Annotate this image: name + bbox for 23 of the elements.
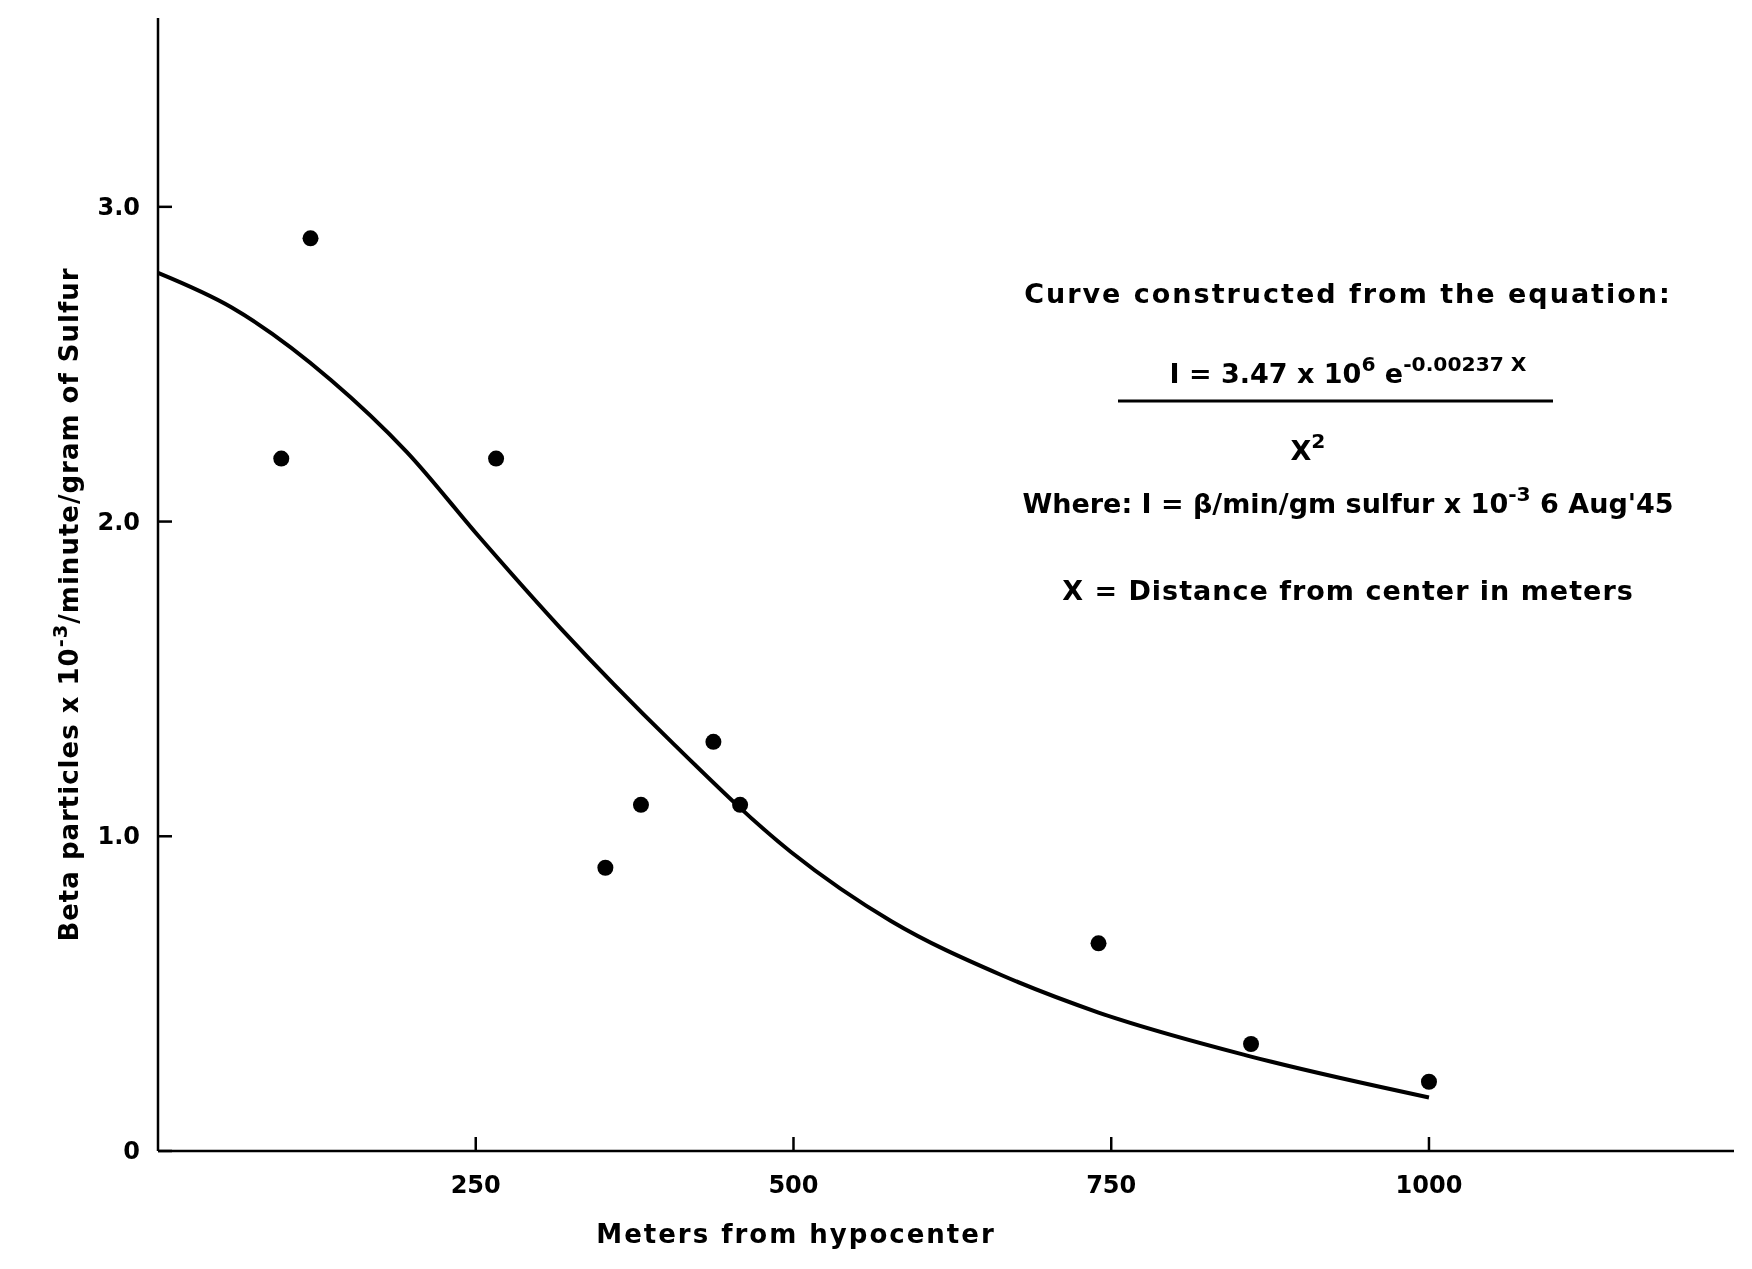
point (1243, 1035, 1260, 1052)
point (597, 859, 614, 876)
y-tick-label: 2.0 (97, 507, 140, 536)
point (632, 796, 649, 813)
x-tick-label: 750 (1086, 1171, 1137, 1199)
point (1420, 1073, 1437, 1090)
annotation: X$^{2}$ (1290, 429, 1326, 466)
x-tick-label: 500 (768, 1171, 819, 1199)
point (1090, 935, 1107, 952)
annotation: I = 3.47 x 10$^{6}$ e$^{-0.00237 X}$ (1169, 352, 1527, 389)
y-tick-label: 0 (123, 1137, 140, 1165)
point (705, 733, 722, 750)
x-axis-title: Meters from hypocenter (596, 1219, 996, 1249)
x-tick-label: 1000 (1395, 1171, 1463, 1199)
annotation: X = Distance from center in meters (1062, 575, 1634, 606)
annotation: Where: I = β/min/gm sulfur x 10$^{-3}$ 6 Aug'45 (1022, 482, 1674, 519)
point (488, 450, 505, 467)
x-tick-label: 250 (450, 1171, 501, 1199)
point (302, 230, 319, 247)
point (273, 450, 290, 467)
annotation: Curve constructed from the equation: (1024, 278, 1672, 309)
y-tick-label: 1.0 (97, 822, 140, 851)
y-tick-label: 3.0 (97, 192, 140, 221)
